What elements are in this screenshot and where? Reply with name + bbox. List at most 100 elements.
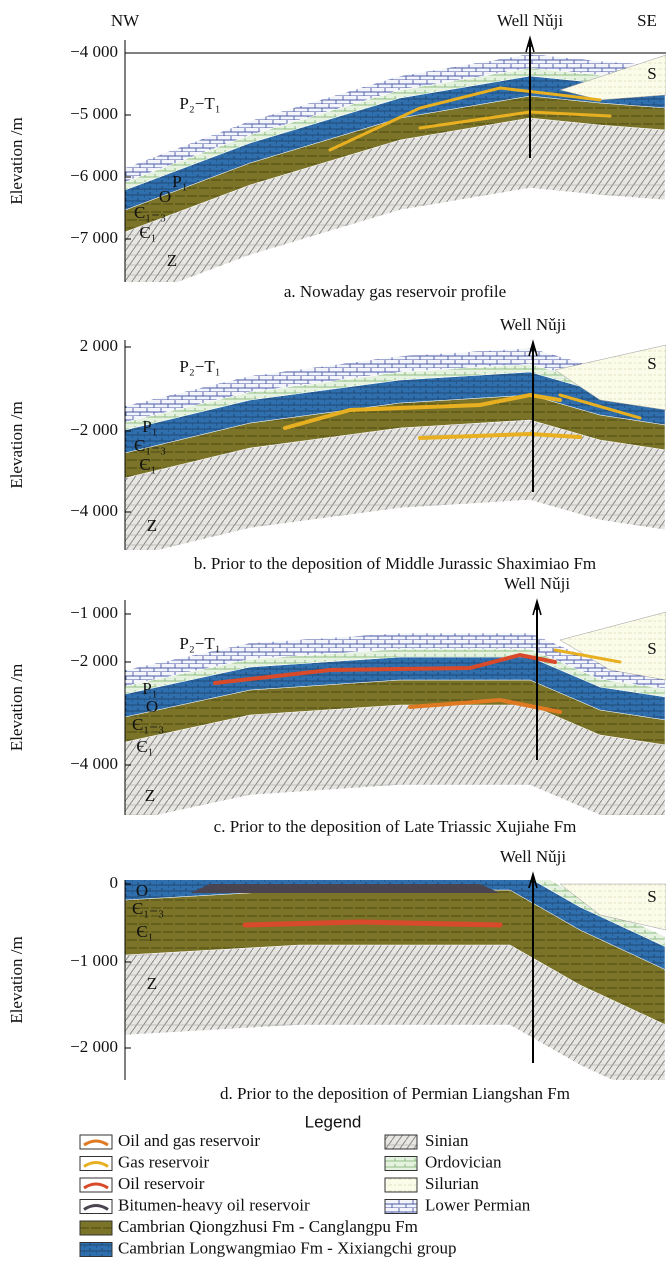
y-axis-label: Elevation /m (7, 664, 26, 751)
y-tick-label: −5 000 (70, 104, 118, 123)
reservoir (328, 86, 602, 152)
y-tick-label: −2 000 (70, 651, 118, 670)
formation-label: P₂−T₁ (179, 94, 220, 113)
legend-label: Bitumen-heavy oil reservoir (118, 1195, 310, 1214)
formation-label: Є₁₋₃ (134, 436, 166, 455)
y-tick-label: 0 (110, 873, 119, 892)
section (125, 53, 666, 282)
formation-label: P₁ (142, 679, 157, 698)
panel: −1 000 −2 000 −4 000 Elevation /m Well Nǔji P… (7, 574, 666, 836)
legend-label: Oil and gas reservoir (118, 1131, 260, 1150)
section (125, 344, 666, 550)
y-tick-label: −4 000 (70, 754, 118, 773)
section (125, 611, 666, 815)
legend-icon (384, 1177, 418, 1193)
y-tick-label: 2 000 (80, 336, 118, 355)
reservoir (242, 919, 503, 928)
y-axis-label: Elevation /m (7, 117, 26, 204)
formation-label: Є₁ (136, 922, 153, 941)
legend-icon (79, 1242, 113, 1257)
reservoir (213, 652, 557, 685)
y-tick-label: −1 000 (70, 603, 118, 622)
formation-label: Є₁₋₃ (132, 899, 164, 918)
y-axis-label: Elevation /m (7, 401, 26, 488)
panel: 0 −1 000 −2 000 Elevation /m Well Nǔji OЄ₁₋₃ Є… (7, 847, 666, 1103)
y-tick-label: −6 000 (70, 166, 118, 185)
legend-icon (384, 1156, 418, 1171)
silurian (559, 54, 666, 101)
caption: d. Prior to the deposition of Permian Li… (220, 1084, 570, 1103)
legend-icon-line (83, 1161, 109, 1168)
panel: −4 000 −5 000 −6 000 −7 000 Elevation /m Well… (7, 11, 666, 301)
legend-label: Ordovician (425, 1152, 502, 1171)
layer (125, 632, 666, 690)
reservoir (408, 697, 562, 714)
y-tick-label: −2 000 (70, 1037, 118, 1056)
formation-label: O (146, 697, 158, 716)
formation-label: S (647, 354, 656, 373)
derrick (528, 871, 538, 889)
panel: 2 000 −2 000 −4 000 Elevation /m Well Nǔji P₂… (7, 315, 666, 573)
formation-label: S (647, 639, 656, 658)
formation-label: P₁ (172, 172, 187, 191)
legend-label: Sinian (425, 1131, 469, 1150)
formation-label: P₁ (142, 417, 157, 436)
legend-icon (384, 1134, 418, 1150)
formation-label: Є₁ (139, 223, 156, 242)
silurian (559, 611, 666, 681)
formation-label: Є₁₋₃ (132, 715, 164, 734)
formation-label: S (647, 887, 656, 906)
reservoir (283, 392, 562, 430)
formation-label: Є₁ (136, 737, 153, 756)
legend-label: Silurian (425, 1174, 479, 1193)
legend-title: Legend (305, 1112, 362, 1131)
y-tick-label: −1 000 (70, 951, 118, 970)
y-axis-label: Elevation /m (7, 936, 26, 1023)
legend-icon-line (83, 1182, 109, 1190)
reservoir (418, 431, 582, 440)
reservoir (558, 393, 642, 420)
well-label: Well Nǔji (500, 847, 566, 866)
well-label: Well Nǔji (504, 574, 570, 593)
legend-label: Cambrian Qiongzhusi Fm - Canglangpu Fm (118, 1217, 418, 1236)
formation-label: Є₁₋₃ (134, 203, 166, 222)
legend-label: Oil reservoir (118, 1174, 205, 1193)
formation-label: S (647, 64, 656, 83)
legend-label: Gas reservoir (118, 1152, 209, 1171)
reservoir (553, 648, 622, 664)
caption: b. Prior to the deposition of Middle Jur… (194, 554, 596, 573)
well-label: Well Nǔji (497, 11, 563, 30)
caption: c. Prior to the deposition of Late Trias… (214, 817, 577, 836)
y-tick-label: −2 000 (70, 420, 118, 439)
formation-label: O (159, 187, 171, 206)
formation-label: P₂−T₁ (179, 634, 220, 653)
y-tick-label: −4 000 (70, 501, 118, 520)
direction-label: SE (637, 11, 657, 30)
formation-label: Z (147, 974, 157, 993)
legend-icon-line (83, 1204, 109, 1211)
well-label: Well Nǔji (500, 315, 566, 334)
legend-icon (79, 1220, 113, 1236)
formation-label: O (136, 881, 148, 900)
direction-label: NW (111, 11, 140, 30)
caption: a. Nowaday gas reservoir profile (284, 282, 506, 301)
bitumen (190, 884, 500, 893)
legend-icon (384, 1199, 418, 1214)
y-tick-label: −4 000 (70, 42, 118, 61)
formation-label: P₂−T₁ (179, 357, 220, 376)
legend-label: Cambrian Longwangmiao Fm - Xixiangchi gr… (118, 1238, 457, 1257)
formation-label: Z (147, 516, 157, 535)
legend-icon-line (83, 1139, 109, 1147)
section (125, 880, 666, 1080)
silurian (559, 883, 666, 931)
derrick (532, 598, 542, 616)
silurian (554, 344, 666, 411)
y-tick-label: −7 000 (70, 228, 118, 247)
formation-label: Z (167, 251, 177, 270)
formation-label: Z (145, 786, 155, 805)
legend-label: Lower Permian (425, 1195, 531, 1214)
derrick (528, 339, 538, 357)
formation-label: Є₁ (139, 455, 156, 474)
derrick (525, 35, 535, 53)
